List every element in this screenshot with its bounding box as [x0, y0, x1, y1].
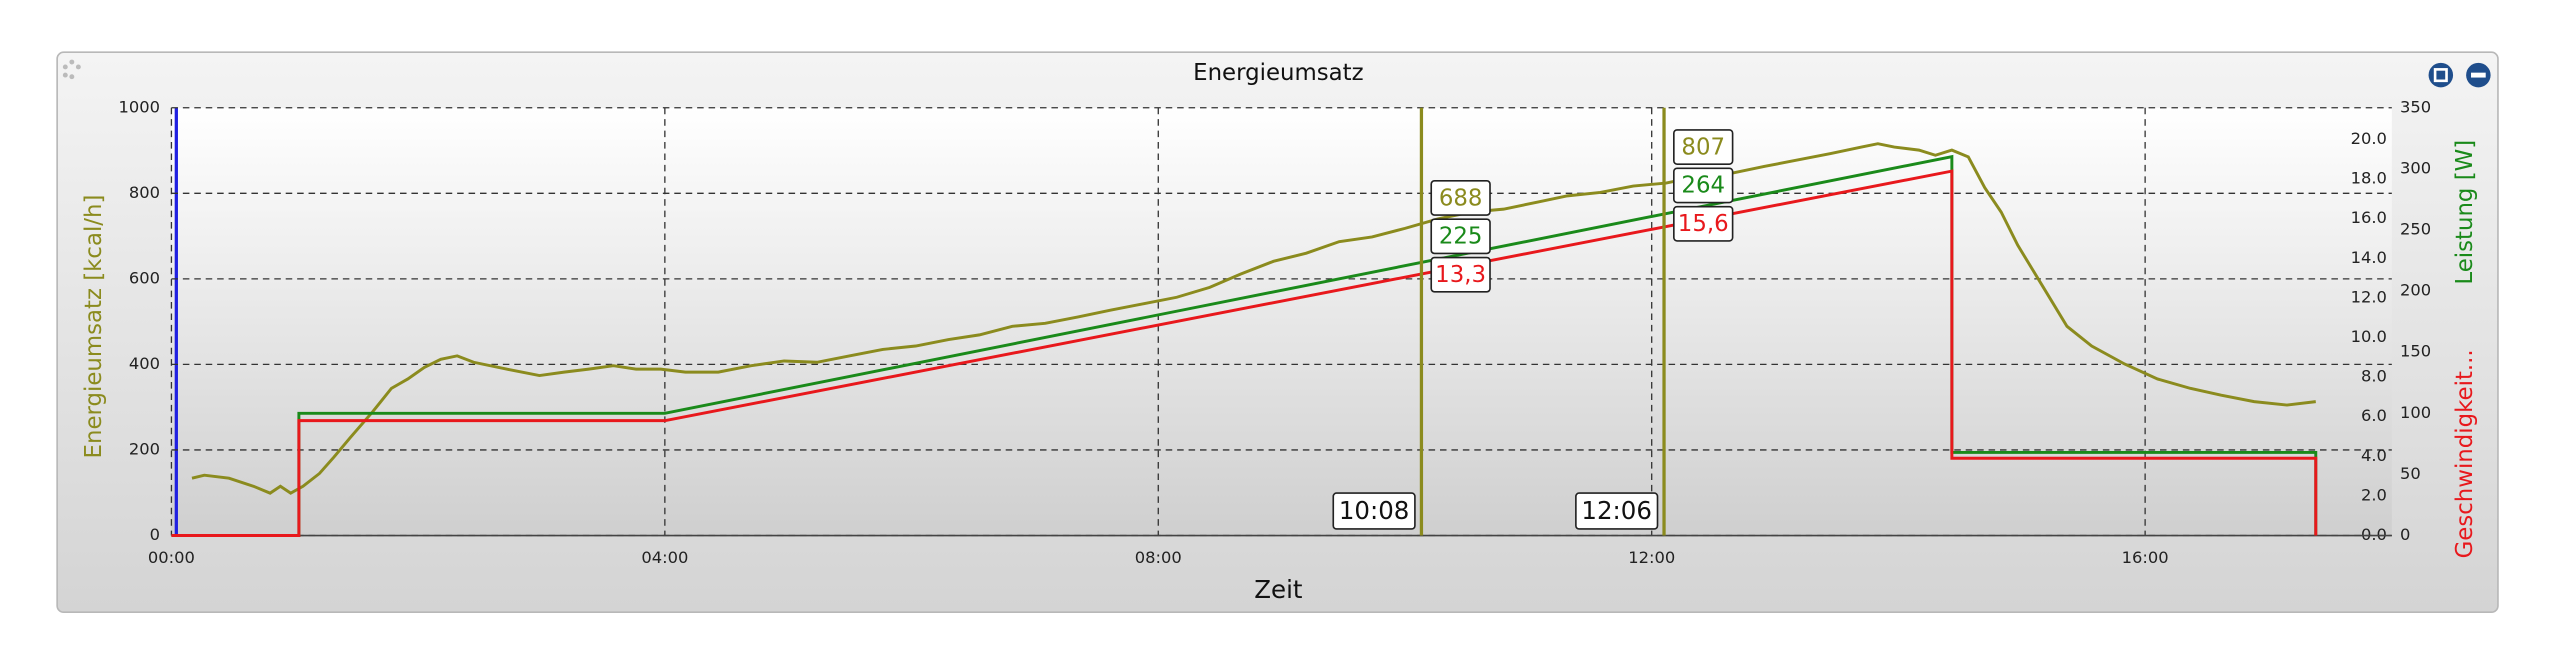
y2-tick-label: 50	[2400, 464, 2421, 483]
y3-tick-label: 20.0	[2351, 129, 2387, 148]
cursor-value-box	[1673, 129, 1734, 166]
cursor-time-box	[1575, 492, 1659, 530]
x-tick-label: 16:00	[2122, 548, 2169, 567]
y2-tick-label: 200	[2400, 281, 2431, 300]
y2-tick-label: 300	[2400, 158, 2431, 177]
y3-tick-label: 6.0	[2361, 406, 2387, 425]
y2-axis-label: Leistung [W]	[2452, 140, 2478, 285]
y3-tick-label: 18.0	[2351, 169, 2387, 188]
x-tick-label: 00:00	[148, 548, 195, 567]
y-tick-label: 400	[129, 354, 160, 373]
y2-tick-label: 0	[2400, 525, 2410, 544]
y3-tick-label: 12.0	[2351, 287, 2387, 306]
cursor-value-label: 225	[1439, 224, 1483, 250]
y2-tick-label: 100	[2400, 403, 2431, 422]
cursor-value-box	[1430, 179, 1491, 216]
cursor-value-label: 13,3	[1435, 262, 1486, 288]
y-tick-label: 600	[129, 268, 160, 287]
cursor-time-label: 12:06	[1581, 496, 1652, 525]
cursor-time-label: 10:08	[1339, 496, 1410, 525]
y3-tick-label: 8.0	[2361, 367, 2387, 386]
cursor-time-box	[1332, 492, 1416, 530]
y3-tick-label: 4.0	[2361, 446, 2387, 465]
y2-tick-label: 350	[2400, 97, 2431, 116]
y-tick-label: 1000	[118, 97, 160, 116]
y3-tick-label: 14.0	[2351, 248, 2387, 267]
series-line	[171, 169, 2318, 537]
y3-tick-label: 10.0	[2351, 327, 2387, 346]
cursor-value-box	[1673, 205, 1734, 242]
y3-tick-label: 0.0	[2361, 525, 2387, 544]
cursor-value-box	[1430, 218, 1491, 255]
y-tick-label: 0	[150, 525, 160, 544]
cursor-value-label: 15,6	[1678, 211, 1729, 237]
y3-tick-label: 16.0	[2351, 208, 2387, 227]
y-tick-label: 800	[129, 183, 160, 202]
y-tick-label: 200	[129, 439, 160, 458]
cursor-value-label: 264	[1681, 173, 1725, 199]
y-axis-label: Energieumsatz [kcal/h]	[81, 195, 107, 459]
series-line	[191, 142, 2316, 495]
cursor-value-box	[1430, 256, 1491, 293]
y2-tick-label: 250	[2400, 219, 2431, 238]
maximize-button[interactable]	[2428, 62, 2454, 88]
cursor-value-label: 807	[1681, 134, 1725, 160]
spinner-icon	[62, 59, 81, 80]
x-axis-label: Zeit	[1254, 575, 1303, 604]
plot-area	[171, 107, 2392, 536]
x-tick-label: 12:00	[1628, 548, 1675, 567]
minimize-button[interactable]	[2466, 62, 2491, 88]
cursor-value-label: 688	[1439, 185, 1483, 211]
y3-tick-label: 2.0	[2361, 485, 2387, 504]
y2-tick-label: 150	[2400, 342, 2431, 361]
chart-title: Energieumsatz	[1193, 60, 1363, 86]
cursor-value-box	[1673, 167, 1734, 204]
y3-axis-label: Geschwindigkeit...	[2452, 349, 2478, 558]
x-tick-label: 08:00	[1135, 548, 1182, 567]
x-tick-label: 04:00	[641, 548, 688, 567]
